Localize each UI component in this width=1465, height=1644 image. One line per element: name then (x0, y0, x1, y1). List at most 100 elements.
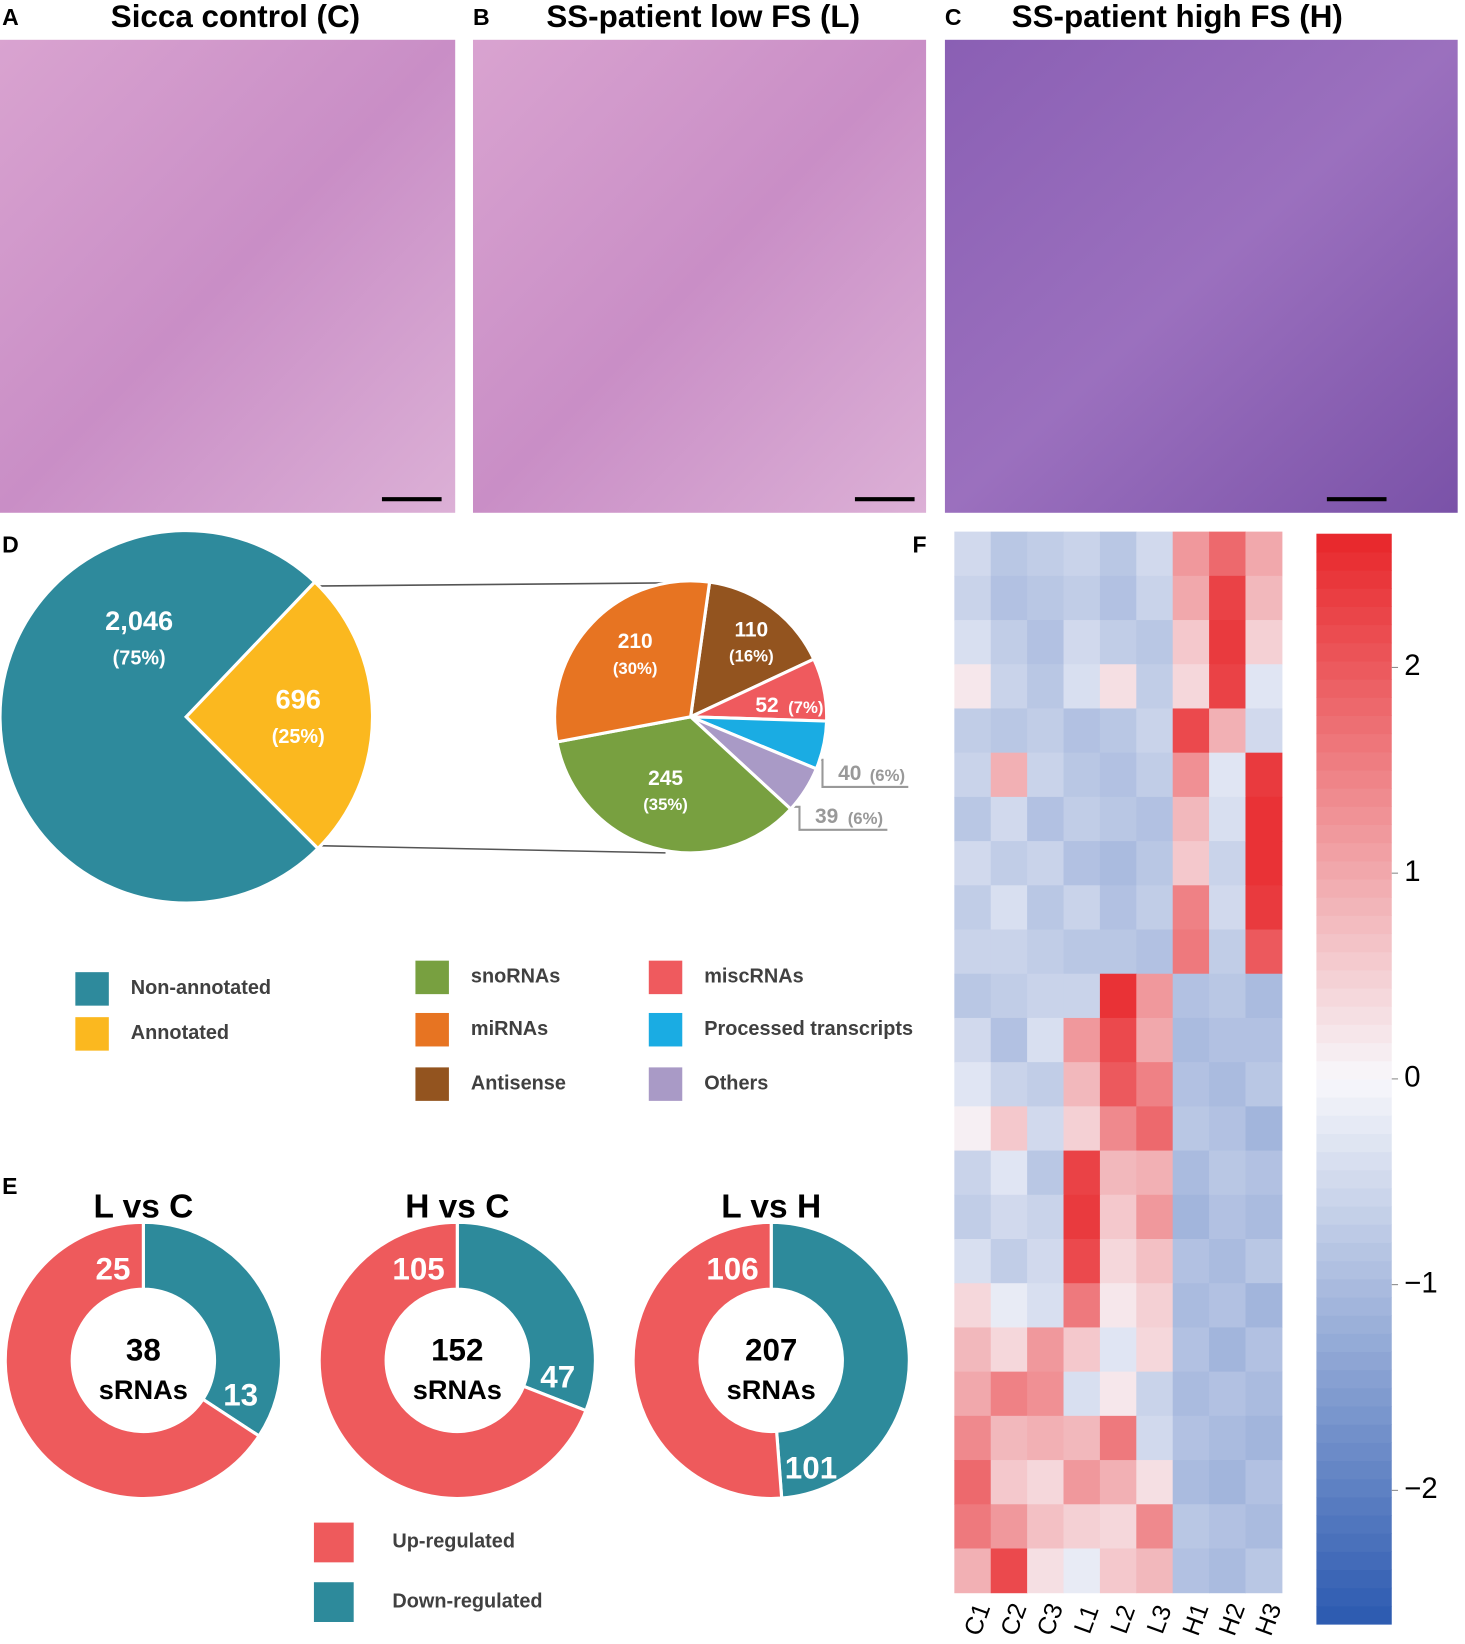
histology-image (944, 39, 1458, 513)
heatmap-cell (1172, 973, 1210, 1019)
heatmap-cell (1099, 841, 1137, 886)
heatmap-cell (1245, 1106, 1283, 1152)
colorbar-step (1316, 1587, 1392, 1607)
heatmap-cell (1136, 929, 1174, 975)
colorbar-step (1316, 1569, 1392, 1589)
colorbar-step (1316, 1206, 1392, 1225)
heatmap-cell (1209, 1548, 1247, 1594)
percent-label: (7%) (788, 698, 823, 717)
legend-swatch (75, 972, 109, 1006)
colorbar-step (1316, 1315, 1392, 1334)
heatmap-cell (990, 1194, 1028, 1240)
heatmap-cell (1245, 1062, 1283, 1107)
value-label: 13 (223, 1377, 258, 1412)
legend-label: Annotated (131, 1022, 229, 1044)
heatmap-cell (1209, 885, 1247, 931)
heatmap-cell (1209, 973, 1247, 1019)
heatmap-cell (1209, 1017, 1247, 1063)
colorbar-step (1316, 751, 1392, 771)
heatmap-cell (1245, 1327, 1283, 1373)
heatmap-cell (1063, 1062, 1101, 1107)
colorbar-step (1316, 878, 1392, 898)
pie-slice (688, 580, 816, 720)
colorbar-step (1316, 588, 1392, 607)
heatmap-cell (1245, 1460, 1283, 1505)
percent-label: (30%) (613, 659, 658, 678)
heatmap-cell (1209, 1239, 1247, 1284)
colorbar-step (1316, 1533, 1392, 1552)
heatmap-cell (1209, 1415, 1247, 1461)
colorbar-step (1316, 1369, 1392, 1389)
heatmap-cell (1209, 620, 1247, 665)
heatmap-cell (954, 620, 992, 665)
colorbar-step (1316, 842, 1392, 862)
colorbar-step (1316, 1551, 1392, 1571)
legend-swatch (75, 1017, 109, 1051)
heatmap-cell (1172, 1239, 1210, 1284)
donut-segment (455, 1220, 597, 1413)
column-label: C2 (995, 1600, 1032, 1640)
heatmap-cell (954, 841, 992, 886)
heatmap-cell (1172, 708, 1210, 754)
heatmap-cell (1063, 1504, 1101, 1550)
heatmap-cell (1136, 841, 1174, 886)
heatmap-cell (1027, 1460, 1065, 1505)
value-label: 696 (276, 683, 321, 714)
heatmap-cell (1027, 1548, 1065, 1594)
heatmap-cell (990, 1460, 1028, 1505)
connector (311, 844, 666, 854)
legend-label: snoRNAs (471, 966, 560, 988)
heatmap-cell (1027, 708, 1065, 754)
heatmap-cell (990, 664, 1028, 709)
column-label: C3 (1032, 1600, 1069, 1640)
legend-swatch (648, 1012, 683, 1047)
heatmap-cell (1209, 1371, 1247, 1417)
heatmap-cell (1136, 1327, 1174, 1373)
heatmap-cell (990, 1239, 1028, 1284)
legend-label: Up-regulated (392, 1531, 515, 1553)
image-title: Sicca control (C) (111, 0, 360, 34)
heatmap-cell (1063, 1415, 1101, 1461)
heatmap-cell (1209, 929, 1247, 975)
heatmap-cell (1099, 1150, 1137, 1196)
heatmap-cell (954, 1150, 992, 1196)
heatmap-cell (954, 1062, 992, 1107)
legend-swatch (313, 1582, 354, 1622)
colorbar-step (1316, 1042, 1392, 1062)
heatmap-cell (990, 1283, 1028, 1328)
heatmap-cell (954, 1504, 992, 1550)
heatmap-cell (1209, 575, 1247, 621)
heatmap-cell (1063, 885, 1101, 931)
heatmap-cell (1027, 1106, 1065, 1152)
heatmap-cell (1063, 531, 1101, 577)
colorbar-tick-label: 1 (1404, 855, 1420, 888)
colorbar-step (1316, 624, 1392, 644)
heatmap-cell (1099, 664, 1137, 709)
colorbar-step (1316, 1006, 1392, 1025)
colorbar-step (1316, 1224, 1392, 1243)
colorbar-step (1316, 1496, 1392, 1516)
heatmap-cell (954, 929, 992, 975)
value-label: 106 (706, 1252, 758, 1287)
heatmap-cell (1099, 1371, 1137, 1417)
histology-image (0, 39, 456, 513)
heatmap-cell (1136, 1371, 1174, 1417)
colorbar-step (1316, 1260, 1392, 1280)
heatmap-cell (990, 1150, 1028, 1196)
donut-segment (631, 1220, 784, 1501)
colorbar-step (1316, 1133, 1392, 1153)
heatmap-cell (1172, 1062, 1210, 1107)
heatmap-cell (1172, 1017, 1210, 1063)
heatmap-cell (1136, 973, 1174, 1019)
heatmap-cell (1245, 1283, 1283, 1328)
heatmap-cell (990, 1548, 1028, 1594)
heatmap-cell (1172, 1415, 1210, 1461)
colorbar-step (1316, 1442, 1392, 1462)
colorbar-step (1316, 1024, 1392, 1044)
heatmap-cell (990, 796, 1028, 842)
heatmap-cell (954, 1017, 992, 1063)
value-label: 2,046 (105, 605, 173, 636)
heatmap-cell (1136, 796, 1174, 842)
donut-segment (769, 1220, 911, 1500)
